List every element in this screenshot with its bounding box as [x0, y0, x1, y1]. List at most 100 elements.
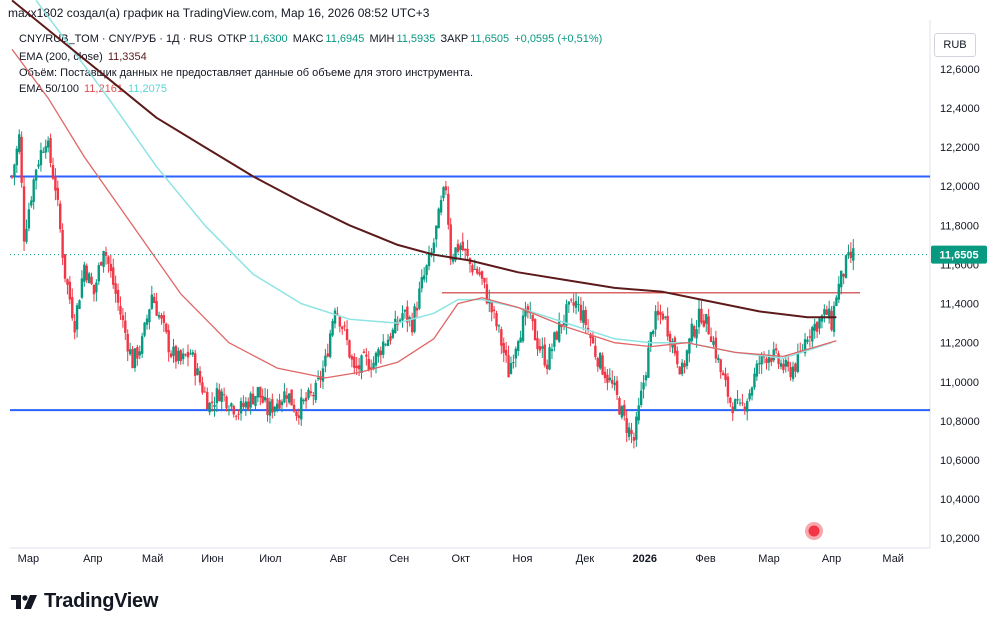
candle-body	[849, 251, 853, 259]
x-tick-label: Мар	[758, 553, 780, 565]
candle-body	[512, 362, 515, 364]
candle-body	[75, 305, 79, 330]
candle-body	[15, 148, 19, 166]
candle-body	[27, 209, 31, 229]
candle-body	[700, 308, 703, 323]
candle-body	[567, 301, 571, 305]
ema100-line	[35, 0, 832, 360]
y-tick-label: 12,6000	[940, 64, 980, 76]
candle-body	[449, 224, 452, 260]
event-marker-dot	[808, 525, 820, 537]
ema100-value: 11,2075	[128, 83, 167, 95]
candle-body	[664, 316, 667, 318]
candle-body	[603, 371, 607, 379]
candle-body	[283, 391, 286, 403]
candle-body	[215, 388, 219, 403]
candle-body	[18, 134, 21, 152]
candle-body	[591, 336, 595, 344]
candle-body	[25, 228, 28, 242]
change-value: +0,0595 (+0,51%)	[514, 33, 603, 45]
candle-body	[263, 397, 267, 401]
y-tick-label: 11,2000	[940, 338, 979, 350]
candle-body	[295, 411, 298, 416]
candle-body	[46, 140, 50, 148]
price-chart[interactable]: 12,600012,400012,200012,000011,800011,60…	[0, 0, 1000, 580]
candle-body	[138, 351, 141, 356]
x-tick-label: Июн	[201, 553, 223, 565]
candle-body	[116, 289, 120, 303]
candle-body	[292, 404, 296, 412]
candle-body	[162, 315, 166, 323]
candle-body	[30, 200, 33, 206]
candle-body	[382, 341, 385, 355]
candle-body	[297, 415, 301, 418]
x-tick-label: Авг	[330, 553, 347, 565]
candle-body	[119, 305, 122, 315]
candle-body	[456, 243, 460, 252]
candle-body	[314, 382, 317, 401]
candle-body	[220, 391, 223, 402]
candle-body	[112, 267, 115, 285]
candle-body	[304, 397, 308, 402]
candle-body	[615, 380, 619, 395]
currency-button[interactable]: RUB	[934, 33, 976, 57]
candle-body	[184, 354, 187, 356]
candle-body	[753, 373, 756, 388]
candle-body	[345, 328, 349, 341]
candle-body	[623, 404, 626, 416]
candle-body	[418, 288, 421, 309]
candle-body	[102, 251, 105, 267]
candle-body	[210, 401, 214, 404]
ema200-label: EMA (200, close)	[19, 51, 103, 63]
candle-body	[150, 294, 154, 309]
candle-body	[844, 255, 848, 278]
x-tick-label: Апр	[83, 553, 102, 565]
candle-body	[213, 404, 216, 408]
candle-body	[54, 176, 57, 191]
candle-body	[126, 333, 129, 352]
candle-body	[630, 429, 633, 435]
candle-body	[463, 248, 467, 251]
legend-ema200[interactable]: EMA (200, close) 11,3354	[19, 51, 149, 63]
candle-body	[338, 316, 342, 327]
candle-body	[309, 391, 313, 394]
x-tick-label: Апр	[822, 553, 841, 565]
last-price-label: 11,6505	[939, 250, 978, 262]
candle-body	[582, 310, 585, 323]
volume-note: Объём: Поставщик данных не предоставляет…	[19, 67, 474, 79]
candle-body	[266, 397, 269, 415]
candle-body	[548, 347, 551, 370]
candle-body	[555, 331, 558, 340]
candle-body	[208, 402, 211, 413]
candle-body	[811, 327, 814, 342]
candle-body	[574, 301, 578, 308]
candle-body	[782, 363, 785, 371]
candle-body	[760, 353, 763, 365]
candle-body	[550, 349, 554, 352]
candle-body	[835, 297, 838, 306]
candle-body	[589, 334, 592, 339]
tradingview-logo[interactable]: TradingView	[10, 590, 158, 613]
candle-body	[324, 355, 327, 367]
candle-body	[627, 427, 631, 437]
candle-body	[384, 344, 387, 346]
candle-body	[362, 351, 366, 353]
candle-body	[478, 272, 481, 275]
candle-body	[109, 263, 113, 272]
candle-body	[398, 319, 402, 322]
candle-body	[343, 325, 346, 327]
candle-body	[847, 252, 850, 256]
candle-body	[143, 322, 146, 336]
candle-body	[444, 186, 448, 191]
candle-body	[709, 336, 713, 343]
legend-ema-pair[interactable]: EMA 50/100 11,2161 11,2075	[19, 83, 169, 95]
x-tick-label: Июл	[259, 553, 281, 565]
candle-body	[261, 395, 264, 403]
candle-body	[770, 357, 773, 362]
candle-body	[613, 382, 616, 386]
candle-body	[401, 313, 404, 321]
candle-body	[44, 146, 47, 153]
candle-body	[275, 403, 279, 411]
candle-body	[586, 327, 590, 331]
candle-body	[719, 359, 722, 373]
